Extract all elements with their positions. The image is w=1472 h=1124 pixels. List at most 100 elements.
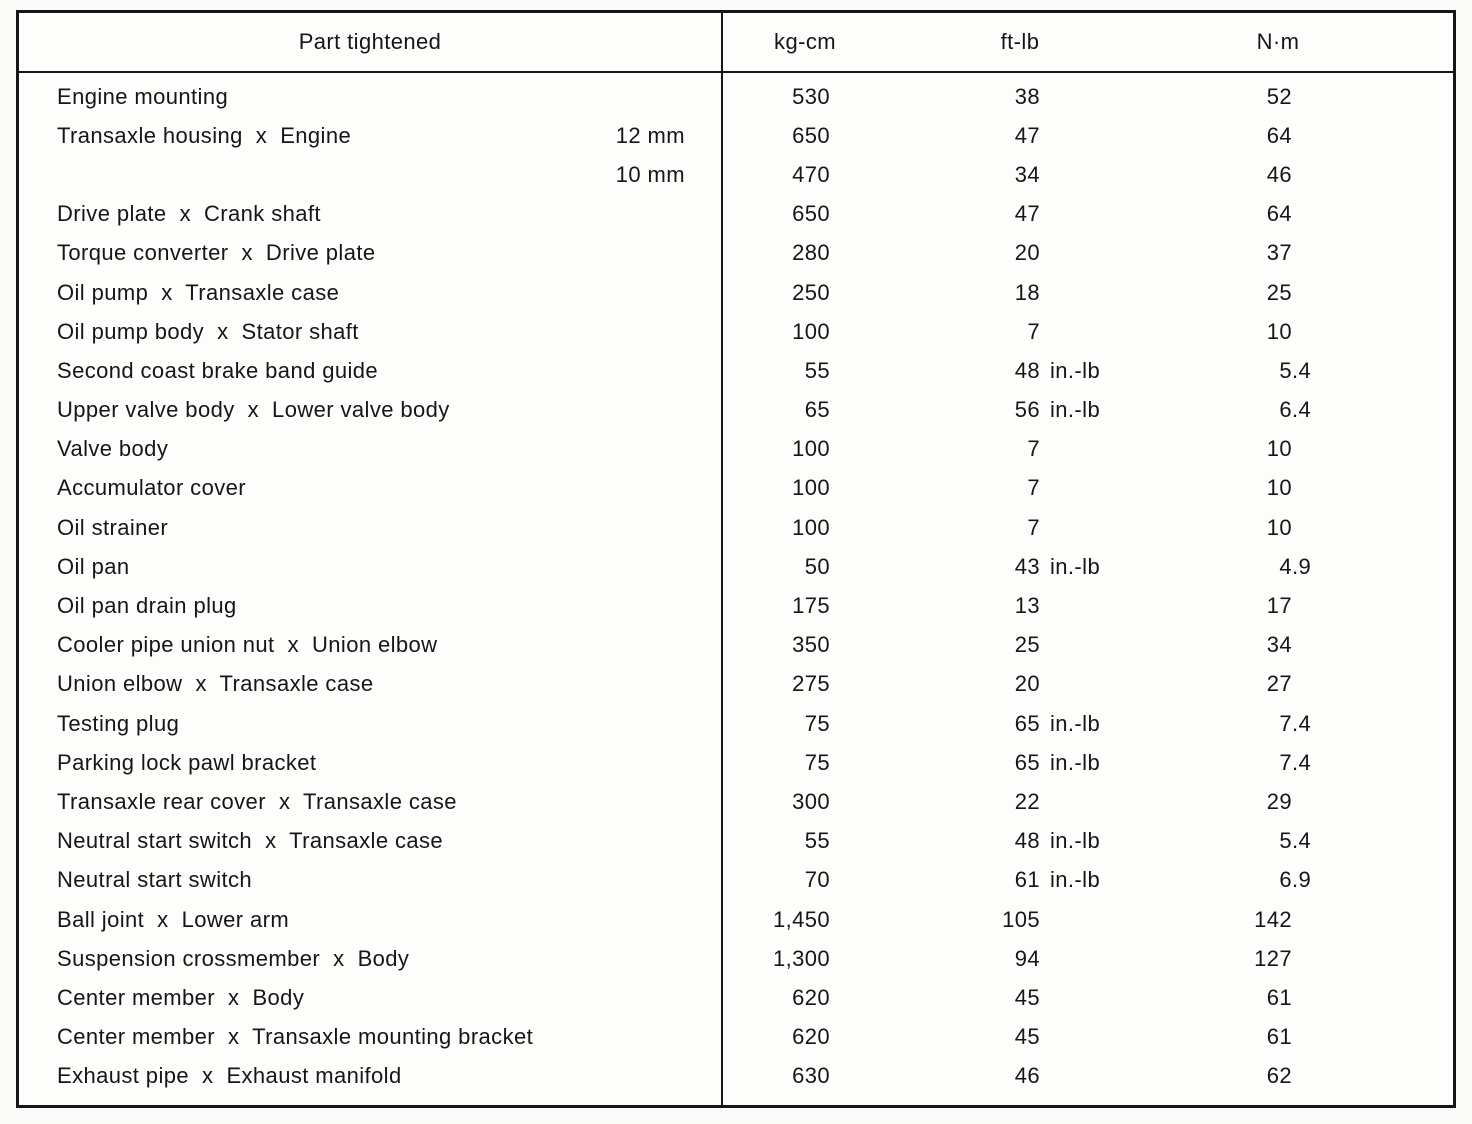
kg-cm-value: 75 [804, 749, 830, 775]
part-name: Ball joint x Lower arm [57, 906, 290, 932]
n-m-value-decimal: .4 [1292, 749, 1312, 775]
ft-lb-value: 25 [1014, 632, 1040, 658]
n-m-value: 27 [1266, 671, 1292, 697]
n-m-value-integer: 6 [1279, 867, 1292, 893]
ft-lb-unit: in.-lb [1050, 357, 1101, 383]
ft-lb-value: 20 [1014, 671, 1040, 697]
ft-lb-value: 65 [1014, 749, 1040, 775]
n-m-value: 142 [1254, 906, 1292, 932]
part-name: Suspension crossmember x Body [57, 945, 410, 971]
table-body: Engine mounting 530 38 52 Transaxle housing … [19, 73, 1453, 1096]
kg-cm-value: 75 [804, 710, 830, 736]
ft-lb-value: 20 [1014, 240, 1040, 266]
n-m-value-decimal: .4 [1292, 828, 1312, 854]
n-m-value-decimal: .9 [1292, 867, 1312, 893]
ft-lb-unit: in.-lb [1050, 828, 1101, 854]
kg-cm-value: 280 [792, 240, 830, 266]
part-name: Torque converter x Drive plate [57, 240, 376, 266]
n-m-value: 46 [1266, 161, 1292, 187]
table-row: Oil pan drain plug 175 13 17 [19, 586, 1453, 625]
table-row: Transaxle housing x Engine 12 mm 650 47 64 [19, 116, 1453, 155]
kg-cm-value: 1,300 [772, 945, 830, 971]
ft-lb-unit: in.-lb [1050, 710, 1101, 736]
kg-cm-value: 55 [804, 357, 830, 383]
kg-cm-value: 100 [792, 514, 830, 540]
n-m-value: 10 [1266, 318, 1292, 344]
part-name: Oil pan drain plug [57, 593, 237, 619]
n-m-value: 10 [1266, 436, 1292, 462]
ft-lb-value: 45 [1014, 984, 1040, 1010]
part-name: Testing plug [57, 710, 180, 736]
n-m-value: 34 [1266, 632, 1292, 658]
table-row: Oil pump x Transaxle case 250 18 25 [19, 273, 1453, 312]
kg-cm-value: 350 [792, 632, 830, 658]
table-row: Exhaust pipe x Exhaust manifold 630 46 62 [19, 1057, 1453, 1096]
torque-spec-table: Part tightened kg-cm ft-lb N·m Engine mo… [16, 10, 1456, 1108]
ft-lb-value: 43 [1014, 553, 1040, 579]
n-m-value: 64 [1266, 201, 1292, 227]
n-m-value-integer: 7 [1279, 749, 1292, 775]
ft-lb-value: 45 [1014, 1024, 1040, 1050]
kg-cm-value: 250 [792, 279, 830, 305]
part-name: Transaxle housing x Engine [57, 122, 352, 148]
ft-lb-value: 46 [1014, 1063, 1040, 1089]
part-name: Second coast brake band guide [57, 357, 379, 383]
kg-cm-value: 300 [792, 788, 830, 814]
kg-cm-value: 620 [792, 1024, 830, 1050]
kg-cm-value: 650 [792, 122, 830, 148]
table-row: Ball joint x Lower arm 1,450 105 142 [19, 900, 1453, 939]
table-row: Neutral start switch 70 61 in.-lb 6.9 [19, 861, 1453, 900]
table-row: Second coast brake band guide 55 48 in.-lb 5… [19, 351, 1453, 390]
table-row: Engine mounting 530 38 52 [19, 77, 1453, 116]
n-m-value-decimal: .4 [1292, 710, 1312, 736]
table-row: Transaxle rear cover x Transaxle case 300… [19, 782, 1453, 821]
kg-cm-value: 530 [792, 83, 830, 109]
ft-lb-value: 18 [1014, 279, 1040, 305]
n-m-value-integer: 6 [1279, 397, 1292, 423]
part-size: 12 mm [615, 122, 685, 148]
table-row: Cooler pipe union nut x Union elbow 350 25… [19, 626, 1453, 665]
table-row: Oil pump body x Stator shaft 100 7 10 [19, 312, 1453, 351]
table-row: Valve body 100 7 10 [19, 430, 1453, 469]
n-m-value-integer: 7 [1279, 710, 1292, 736]
table-row: Center member x Transaxle mounting brack… [19, 1018, 1453, 1057]
n-m-value-decimal: .4 [1292, 357, 1312, 383]
ft-lb-value: 56 [1014, 397, 1040, 423]
part-name: Exhaust pipe x Exhaust manifold [57, 1063, 402, 1089]
table-row: Suspension crossmember x Body 1,300 94 127 [19, 939, 1453, 978]
ft-lb-unit: in.-lb [1050, 397, 1101, 423]
table-row: Center member x Body 620 45 61 [19, 978, 1453, 1017]
ft-lb-value: 7 [1027, 436, 1040, 462]
part-name: Neutral start switch x Transaxle case [57, 828, 444, 854]
part-name: Upper valve body x Lower valve body [57, 397, 450, 423]
table-row: Accumulator cover 100 7 10 [19, 469, 1453, 508]
part-name: Transaxle rear cover x Transaxle case [57, 788, 457, 814]
ft-lb-value: 47 [1014, 201, 1040, 227]
ft-lb-value: 7 [1027, 514, 1040, 540]
kg-cm-value: 650 [792, 201, 830, 227]
n-m-value: 10 [1266, 475, 1292, 501]
table-row: Testing plug 75 65 in.-lb 7.4 [19, 704, 1453, 743]
table-row: Drive plate x Crank shaft 650 47 64 [19, 195, 1453, 234]
column-divider-line [721, 13, 723, 1105]
kg-cm-value: 50 [804, 553, 830, 579]
table-row: Oil pan 50 43 in.-lb 4.9 [19, 547, 1453, 586]
part-name: Oil pump body x Stator shaft [57, 318, 359, 344]
kg-cm-value: 175 [792, 593, 830, 619]
table-row: 10 mm 470 34 46 [19, 155, 1453, 194]
kg-cm-value: 70 [804, 867, 830, 893]
n-m-value: 10 [1266, 514, 1292, 540]
n-m-value: 64 [1266, 122, 1292, 148]
ft-lb-value: 105 [1002, 906, 1040, 932]
ft-lb-value: 94 [1014, 945, 1040, 971]
part-name: Center member x Body [57, 984, 305, 1010]
kg-cm-value: 55 [804, 828, 830, 854]
table-row: Union elbow x Transaxle case 275 20 27 [19, 665, 1453, 704]
part-name: Engine mounting [57, 83, 229, 109]
column-header-n-m: N·m [1256, 29, 1300, 54]
n-m-value: 61 [1266, 1024, 1292, 1050]
kg-cm-value: 1,450 [772, 906, 830, 932]
kg-cm-value: 620 [792, 984, 830, 1010]
table-row: Upper valve body x Lower valve body 65 56 i… [19, 391, 1453, 430]
part-name: Oil pan [57, 553, 130, 579]
